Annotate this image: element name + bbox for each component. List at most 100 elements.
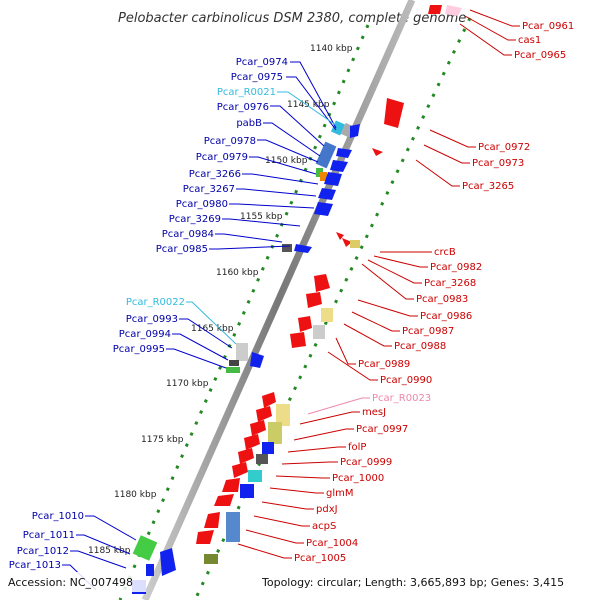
gene-label[interactable]: Pcar_0975 (231, 72, 283, 83)
gene-feature[interactable] (342, 238, 352, 247)
gene-label[interactable]: Pcar_0999 (340, 457, 392, 468)
gene-feature[interactable] (336, 148, 352, 158)
gene-feature[interactable] (321, 308, 333, 322)
gene-feature[interactable] (160, 548, 176, 576)
gene-label[interactable]: Pcar_0976 (217, 102, 269, 113)
gene-feature[interactable] (238, 448, 254, 464)
gene-label[interactable]: Pcar_0979 (196, 152, 248, 163)
gene-feature[interactable] (336, 232, 344, 240)
gene-feature[interactable] (204, 512, 220, 528)
gene-feature[interactable] (146, 564, 154, 576)
gene-label[interactable]: Pcar_0986 (420, 311, 472, 322)
gene-feature[interactable] (428, 5, 442, 14)
gene-feature[interactable] (256, 406, 272, 422)
gene-label[interactable]: Pcar_1004 (306, 538, 358, 549)
gene-label[interactable]: Pcar_0994 (119, 329, 171, 340)
gene-label[interactable]: acpS (312, 521, 336, 532)
gene-label[interactable]: Pcar_1011 (23, 530, 75, 541)
gene-feature[interactable] (318, 188, 336, 200)
leader-line (215, 233, 283, 243)
gene-feature[interactable] (350, 124, 360, 138)
gene-label[interactable]: Pcar_1010 (32, 511, 84, 522)
gene-label[interactable]: Pcar_0987 (402, 326, 454, 337)
gene-label[interactable]: Pcar_0990 (380, 375, 432, 386)
gene-feature[interactable] (350, 240, 360, 248)
gene-label[interactable]: Pcar_0980 (176, 199, 228, 210)
leader-line (423, 144, 470, 164)
gene-label[interactable]: Pcar_0988 (394, 341, 446, 352)
gene-feature[interactable] (316, 168, 323, 177)
gene-label[interactable]: Pcar_R0023 (372, 393, 431, 404)
gene-label[interactable]: Pcar_R0021 (217, 87, 276, 98)
gene-feature[interactable] (276, 404, 290, 426)
gene-feature[interactable] (232, 462, 248, 478)
gene-feature[interactable] (196, 530, 214, 544)
gene-label[interactable]: Pcar_1000 (332, 473, 384, 484)
gene-feature[interactable] (384, 98, 404, 128)
gene-label[interactable]: pdxJ (316, 504, 338, 515)
gene-feature[interactable] (229, 360, 239, 366)
kbp-tick: 1150 kbp (265, 156, 308, 166)
gene-label[interactable]: folP (348, 442, 366, 453)
gene-feature[interactable] (248, 470, 262, 482)
gene-feature[interactable] (320, 172, 327, 181)
gene-label[interactable]: Pcar_0972 (478, 142, 530, 153)
gene-label[interactable]: Pcar_0984 (162, 229, 214, 240)
gene-feature[interactable] (256, 454, 268, 464)
gene-feature[interactable] (306, 292, 322, 308)
gene-label[interactable]: Pcar_0995 (113, 344, 165, 355)
gene-feature[interactable] (226, 512, 240, 542)
gene-label[interactable]: Pcar_1012 (17, 546, 69, 557)
gene-label[interactable]: Pcar_3269 (169, 214, 221, 225)
gene-label[interactable]: Pcar_0973 (472, 158, 524, 169)
reverse-strand-features (196, 5, 462, 564)
gene-feature[interactable] (324, 172, 342, 186)
gene-label[interactable]: Pcar_0983 (416, 294, 468, 305)
gene-feature[interactable] (372, 148, 383, 156)
gene-label[interactable]: Pcar_R0022 (126, 297, 185, 308)
gene-feature[interactable] (236, 343, 248, 361)
gene-feature[interactable] (132, 535, 158, 561)
gene-label[interactable]: pabB (236, 118, 262, 129)
gene-feature[interactable] (250, 352, 264, 368)
gene-feature[interactable] (262, 392, 276, 408)
gene-label[interactable]: Pcar_0978 (204, 136, 256, 147)
gene-feature[interactable] (262, 442, 274, 454)
gene-feature[interactable] (268, 422, 282, 444)
gene-feature[interactable] (282, 244, 292, 252)
gene-feature[interactable] (445, 5, 462, 16)
gene-label[interactable]: Pcar_0993 (126, 314, 178, 325)
gene-feature[interactable] (204, 554, 218, 564)
gene-label[interactable]: Pcar_3265 (462, 181, 514, 192)
gene-feature[interactable] (226, 367, 240, 373)
gene-label[interactable]: Pcar_0961 (522, 21, 574, 32)
gene-label[interactable]: Pcar_3266 (189, 169, 241, 180)
gene-feature[interactable] (313, 325, 325, 339)
gene-label[interactable]: Pcar_0997 (356, 424, 408, 435)
gene-feature[interactable] (222, 478, 240, 492)
gene-label[interactable]: Pcar_1005 (294, 553, 346, 564)
gene-feature[interactable] (250, 420, 266, 436)
gene-label[interactable]: Pcar_3267 (183, 184, 235, 195)
gene-feature[interactable] (290, 332, 306, 348)
gene-feature[interactable] (314, 202, 333, 216)
gene-label[interactable]: crcB (434, 247, 456, 258)
gene-label[interactable]: cas1 (518, 35, 541, 46)
gene-label[interactable]: Pcar_0965 (514, 50, 566, 61)
gene-feature[interactable] (240, 484, 254, 498)
gene-label[interactable]: Pcar_3268 (424, 278, 476, 289)
gene-label[interactable]: Pcar_0974 (236, 57, 288, 68)
gene-feature[interactable] (315, 141, 337, 169)
gene-label[interactable]: Pcar_1013 (9, 560, 61, 571)
gene-feature[interactable] (294, 244, 312, 253)
gene-label[interactable]: Pcar_0982 (430, 262, 482, 273)
gene-label[interactable]: Pcar_0989 (358, 359, 410, 370)
gene-label[interactable]: Pcar_0985 (156, 244, 208, 255)
gene-feature[interactable] (314, 274, 330, 292)
gene-feature[interactable] (298, 316, 312, 332)
gene-feature[interactable] (244, 434, 260, 450)
gene-feature[interactable] (330, 160, 348, 172)
gene-label[interactable]: mesJ (362, 407, 386, 418)
gene-feature[interactable] (214, 494, 234, 506)
gene-label[interactable]: glmM (326, 488, 354, 499)
